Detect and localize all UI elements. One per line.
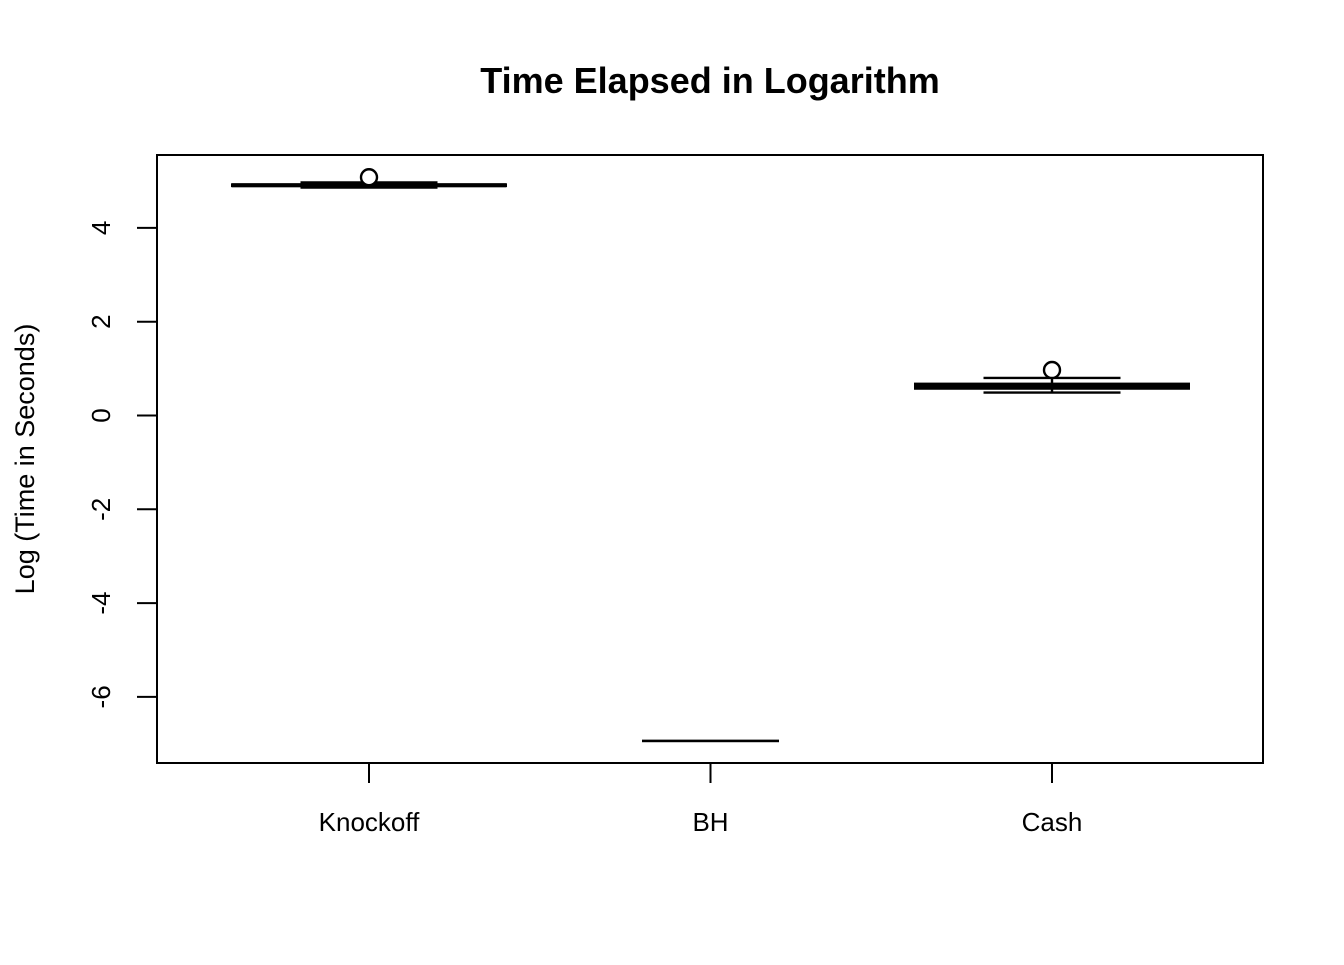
outlier-point [1042, 360, 1062, 380]
y-tick-label: -4 [86, 592, 116, 615]
boxplots [231, 168, 1190, 743]
y-tick-label: 2 [86, 314, 116, 328]
y-tick-label: -6 [86, 685, 116, 708]
box-cash [914, 360, 1190, 394]
x-tick-label: Cash [1022, 807, 1083, 837]
y-tick-label: 4 [86, 221, 116, 235]
axes: -6 -4 -2 0 2 4 Knockoff BH Cash [86, 154, 1264, 837]
y-tick-label: 0 [86, 408, 116, 422]
plot-frame [156, 154, 1264, 764]
chart-title: Time Elapsed in Logarithm [480, 60, 939, 101]
box-knockoff [231, 168, 507, 189]
y-axis-label: Log (Time in Seconds) [10, 324, 40, 595]
x-tick-label: BH [692, 807, 728, 837]
x-tick-label: Knockoff [319, 807, 420, 837]
y-tick-label: -2 [86, 498, 116, 521]
outlier-point [359, 168, 379, 187]
